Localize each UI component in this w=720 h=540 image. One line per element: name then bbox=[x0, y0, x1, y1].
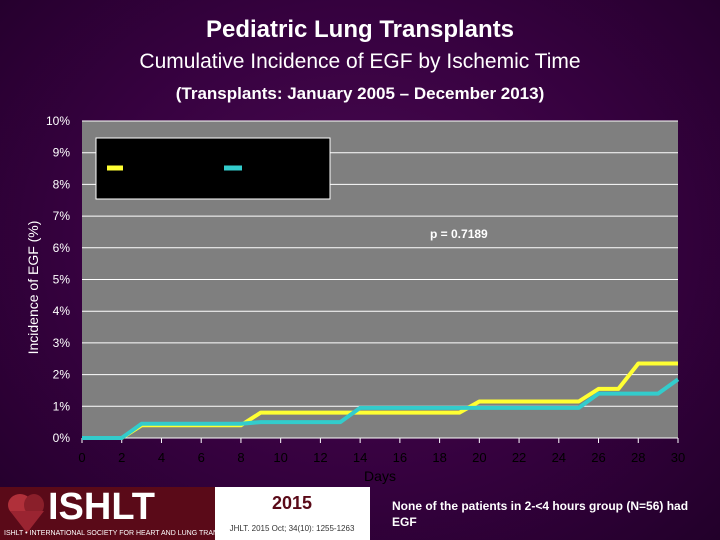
report-year: 2015 bbox=[272, 493, 312, 513]
x-tick-label: 6 bbox=[198, 450, 205, 465]
y-tick-label: 8% bbox=[53, 177, 71, 191]
chart-subtitle: Cumulative Incidence of EGF by Ischemic … bbox=[139, 50, 581, 73]
y-tick-label: 6% bbox=[53, 241, 71, 255]
y-tick-label: 1% bbox=[53, 399, 71, 413]
heart-lung-icon bbox=[8, 494, 44, 533]
ishlt-logo-banner: ISHLT ISHLT • INTERNATIONAL SOCIETY FOR … bbox=[0, 487, 370, 540]
x-axis-ticks: 0 2 4 6 8 10 12 14 16 18 20 22 24 26 28 30 bbox=[78, 438, 685, 465]
page-title: Pediatric Lung Transplants bbox=[205, 16, 515, 43]
y-tick-label: 9% bbox=[53, 146, 71, 160]
series-line-2 bbox=[82, 377, 680, 440]
y-tick-label: 5% bbox=[53, 273, 71, 287]
society-name: ISHLT • INTERNATIONAL SOCIETY FOR HEART … bbox=[4, 530, 266, 537]
citation-box bbox=[215, 487, 370, 540]
series-lines bbox=[82, 361, 680, 440]
x-tick-label: 4 bbox=[158, 450, 165, 465]
y-axis-label: Incidence of EGF (%) bbox=[25, 221, 41, 355]
y-tick-label: 7% bbox=[53, 209, 71, 223]
y-tick-label: 3% bbox=[53, 336, 71, 350]
chart-period: (Transplants: January 2005 – December 20… bbox=[175, 84, 545, 103]
x-tick-label: 30 bbox=[671, 450, 685, 465]
y-axis-ticks: 0% 1% 2% 3% 4% 5% 6% 7% 8% 9% 10% bbox=[46, 114, 70, 445]
legend-box bbox=[95, 137, 331, 200]
x-tick-label: 24 bbox=[552, 450, 566, 465]
x-tick-label: 12 bbox=[313, 450, 327, 465]
y-tick-label: 4% bbox=[53, 304, 71, 318]
x-tick-label: 10 bbox=[273, 450, 287, 465]
x-tick-label: 8 bbox=[237, 450, 244, 465]
x-tick-label: 28 bbox=[631, 450, 645, 465]
legend bbox=[95, 137, 331, 200]
citation: JHLT. 2015 Oct; 34(10): 1255-1263 bbox=[230, 524, 355, 533]
p-value-annotation: p = 0.7189 bbox=[430, 227, 488, 241]
x-tick-label: 2 bbox=[118, 450, 125, 465]
x-tick-label: 26 bbox=[591, 450, 605, 465]
footnote: None of the patients in 2-<4 hours group… bbox=[392, 499, 689, 529]
x-tick-label: 18 bbox=[432, 450, 446, 465]
egf-incidence-chart: 0%1%2%3%4%5%6%7%8%9%10% 0 2 4 6 8 10 12 14 16 18 2… bbox=[25, 114, 686, 484]
x-tick-label: 14 bbox=[353, 450, 367, 465]
x-axis-label: Days bbox=[364, 468, 396, 484]
x-tick-label: 22 bbox=[512, 450, 526, 465]
y-tick-label: 2% bbox=[53, 368, 71, 382]
x-tick-label: 0 bbox=[78, 450, 85, 465]
y-tick-label: 10% bbox=[46, 114, 70, 128]
y-tick-label: 0% bbox=[53, 431, 71, 445]
x-tick-label: 20 bbox=[472, 450, 486, 465]
x-tick-label: 16 bbox=[393, 450, 407, 465]
logo-text: ISHLT bbox=[48, 487, 155, 528]
